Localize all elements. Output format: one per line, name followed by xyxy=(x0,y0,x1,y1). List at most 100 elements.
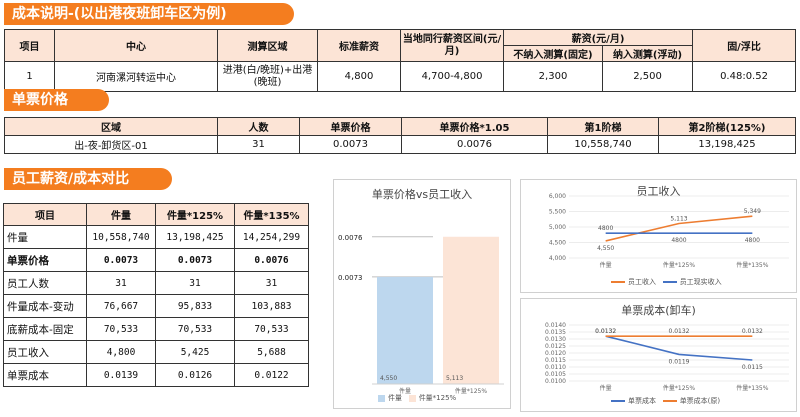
header-salary: 薪资(元/月) xyxy=(502,29,694,46)
section-title-salary-cost-compare: 员工薪资/成本对比 xyxy=(4,168,172,190)
section-title-cost-explanation: 成本说明-(以出港夜班卸车区为例) xyxy=(4,3,294,25)
cell-fixed: 2,300 xyxy=(503,61,603,92)
cell-headcount: 31 xyxy=(217,135,300,154)
legend-label-unit-cost-orig: 单票成本(原) xyxy=(679,397,721,405)
legend-label-unit-cost: 单票成本 xyxy=(628,397,656,405)
row-value: 0.0076 xyxy=(234,248,309,272)
series-line xyxy=(605,335,753,361)
row-value: 76,667 xyxy=(86,294,156,318)
bar xyxy=(443,236,499,384)
cell-float: 2,500 xyxy=(601,61,694,92)
row-label: 单票价格 xyxy=(3,248,87,272)
header-tier2: 第2阶梯(125%) xyxy=(658,117,796,136)
series-line xyxy=(605,215,753,242)
cell-region: 出-夜-卸货区-01 xyxy=(4,135,218,154)
header-fixed: 不纳入测算(固定) xyxy=(503,45,603,62)
row-value: 14,254,299 xyxy=(234,225,309,249)
salary-cost-table: 项目 件量 件量*125% 件量*135% 件量 10,558,740 13,198… xyxy=(3,203,309,387)
header-item: 项目 xyxy=(4,29,55,62)
row-label: 件量成本-变动 xyxy=(3,294,87,318)
row-value: 31 xyxy=(155,271,235,295)
cost-explanation-table: 项目 中心 测算区域 标准薪资 当地同行薪资区间(元/月) 薪资(元/月) 固/… xyxy=(4,29,797,92)
y-tick-label: 0.0115 xyxy=(545,357,566,364)
row-value: 0.0126 xyxy=(155,363,235,387)
point-data-label: 0.0119 xyxy=(669,358,690,365)
row-label: 件量 xyxy=(3,225,87,249)
row-label: 单票成本 xyxy=(3,363,87,387)
row-value: 0.0073 xyxy=(155,248,235,272)
header-standard-salary: 标准薪资 xyxy=(317,29,401,62)
unit-price-table: 区域 人数 单票价格 单票价格*1.05 第1阶梯 第2阶梯(125%) 出-夜… xyxy=(4,117,796,154)
legend-swatch-volume-125 xyxy=(408,394,416,402)
point-data-label: 0.0115 xyxy=(742,364,763,371)
x-tick-label: 件量*125% xyxy=(663,261,695,269)
row-value: 10,558,740 xyxy=(86,225,156,249)
legend-label-volume-125: 件量*125% xyxy=(418,394,457,402)
cell-unit-price: 0.0073 xyxy=(299,135,402,154)
header-region: 区域 xyxy=(4,117,218,136)
x-tick-label: 件量*135% xyxy=(736,384,768,392)
price-annotation-label: 0.0076 xyxy=(338,234,363,242)
chart-price-vs-income-title: 单票价格vs员工收入 xyxy=(371,188,473,201)
y-tick-label: 4,500 xyxy=(549,240,566,247)
cell-item: 1 xyxy=(4,61,55,92)
table-row: 员工人数 31 31 31 xyxy=(3,271,309,295)
point-data-label: 4800 xyxy=(598,225,613,232)
table-row: 件量 10,558,740 13,198,425 14,254,299 xyxy=(3,225,309,249)
row-label: 员工人数 xyxy=(3,271,87,295)
row-label: 员工收入 xyxy=(3,340,87,364)
row-value: 103,883 xyxy=(234,294,309,318)
row-value: 0.0122 xyxy=(234,363,309,387)
cell-standard: 4,800 xyxy=(317,61,401,92)
table-row: 单票价格 0.0073 0.0073 0.0076 xyxy=(3,248,309,272)
header-unit-price-105: 单票价格*1.05 xyxy=(401,117,548,136)
cell-area: 进港(白/晚班)+出港(晚班) xyxy=(217,61,318,92)
header-headcount: 人数 xyxy=(217,117,300,136)
y-tick-label: 5,000 xyxy=(549,224,566,231)
row-value: 70,533 xyxy=(234,317,309,341)
chart-unit-cost-plot: 0.01000.01050.01100.01150.01200.01250.01… xyxy=(545,322,789,392)
x-tick-label: 件量*125% xyxy=(455,387,487,395)
header-center: 中心 xyxy=(54,29,218,62)
x-tick-label: 件量 xyxy=(600,261,612,269)
row-value: 5,688 xyxy=(234,340,309,364)
row-value: 0.0073 xyxy=(86,248,156,272)
y-tick-label: 0.0120 xyxy=(545,350,566,357)
legend-line-unit-cost-orig xyxy=(662,400,677,402)
legend-line-actual-income xyxy=(662,281,677,283)
y-tick-label: 0.0105 xyxy=(545,371,566,378)
cell-unit-price-105: 0.0076 xyxy=(401,135,548,154)
y-tick-label: 6,000 xyxy=(549,193,566,200)
legend-swatch-volume xyxy=(378,394,385,402)
row-value: 70,533 xyxy=(155,317,235,341)
header-ratio: 固/浮比 xyxy=(692,29,797,62)
point-data-label: 4800 xyxy=(745,237,760,244)
point-data-label: 5,349 xyxy=(744,208,761,215)
section-title-unit-price: 单票价格 xyxy=(4,89,109,111)
cell-ratio: 0.48:0.52 xyxy=(692,61,797,92)
header-float: 纳入测算(浮动) xyxy=(601,45,694,62)
row-value: 13,198,425 xyxy=(155,225,235,249)
chart-unit-cost-title: 单票成本(卸车) xyxy=(621,304,696,317)
x-tick-label: 件量 xyxy=(600,384,612,392)
legend-line-unit-cost xyxy=(611,400,625,402)
legend-label-income: 员工收入 xyxy=(628,278,656,286)
row-value: 31 xyxy=(86,271,156,295)
x-tick-label: 件量*125% xyxy=(663,384,695,392)
chart-unit-cost-legend: 单票成本 单票成本(原) xyxy=(611,396,720,406)
point-data-label: 0.0132 xyxy=(669,328,690,335)
header-volume-125: 件量*125% xyxy=(155,203,235,226)
row-value: 0.0139 xyxy=(86,363,156,387)
cell-local-range: 4,700-4,800 xyxy=(400,61,504,92)
point-data-label: 0.0132 xyxy=(595,328,616,335)
header-local-range: 当地同行薪资区间(元/月) xyxy=(400,29,504,62)
legend-label-volume: 件量 xyxy=(388,394,402,402)
chart-price-vs-income: 单票价格vs员工收入 0.0076 0.0073 4,550 件量 5,113 件量*12… xyxy=(333,179,511,409)
cell-center: 河南漯河转运中心 xyxy=(54,61,218,92)
point-data-label: 5,113 xyxy=(670,215,687,222)
cell-tier2: 13,198,425 xyxy=(658,135,796,154)
legend-label-actual-income: 员工现实收入 xyxy=(679,278,722,286)
header-volume-135: 件量*135% xyxy=(234,203,309,226)
chart-employee-income-legend: 员工收入 员工现实收入 xyxy=(611,277,722,287)
